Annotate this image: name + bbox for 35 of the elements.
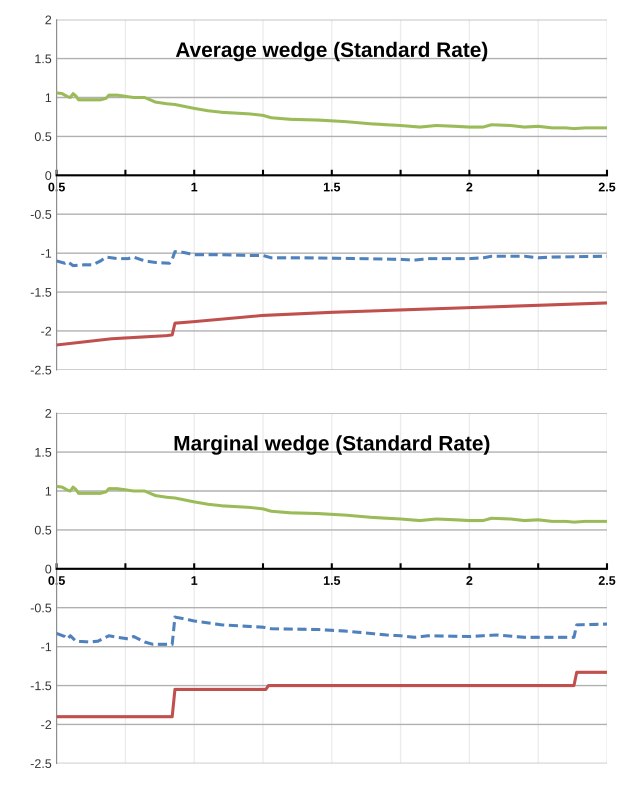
y-tick-label: -1	[41, 249, 52, 258]
y-tick-label: 0.5	[34, 132, 52, 142]
y-tick-label: 1	[46, 486, 52, 496]
text: Marginal wedge (Standard Rate)	[174, 435, 490, 455]
x-tick-label: 1.5	[324, 576, 340, 585]
y-tick-label: 1.5	[35, 448, 52, 457]
y-tick-label: 1.5	[35, 54, 52, 64]
x-tick-label: 2	[466, 576, 472, 585]
x-tick-label: 1	[192, 182, 198, 192]
line-series	[56, 91, 607, 130]
x-tick-label: 2	[466, 182, 472, 192]
y-tick-label: -2.5	[30, 366, 52, 375]
y-tick-label: 0	[45, 171, 52, 180]
y-tick-label: 1	[46, 93, 52, 102]
y-tick-label: -2	[41, 326, 52, 336]
y-tick-label: -0.5	[30, 210, 52, 219]
y-tick-label: 2	[45, 408, 52, 418]
y-tick-label: -2.5	[30, 759, 52, 768]
y-tick-label: 0.5	[34, 526, 52, 535]
line-series	[56, 484, 607, 524]
y-tick-label: -0.5	[30, 604, 52, 612]
line-series	[56, 616, 607, 646]
y-tick-label: 2	[45, 15, 52, 24]
x-tick-label: 2.5	[598, 576, 616, 585]
x-tick-label: 1.5	[324, 182, 340, 192]
y-tick-label: -2	[41, 720, 52, 730]
text: Average wedge (Standard Rate)	[176, 42, 488, 62]
y-tick-label: -1.5	[30, 681, 52, 690]
x-tick-label: 1	[192, 576, 198, 585]
y-tick-label: -1	[41, 642, 52, 652]
line-series	[56, 301, 607, 347]
y-tick-label: 0	[45, 564, 52, 574]
line-series	[56, 670, 607, 718]
x-tick-label: 2.5	[598, 182, 616, 192]
y-tick-label: -1.5	[30, 288, 52, 297]
